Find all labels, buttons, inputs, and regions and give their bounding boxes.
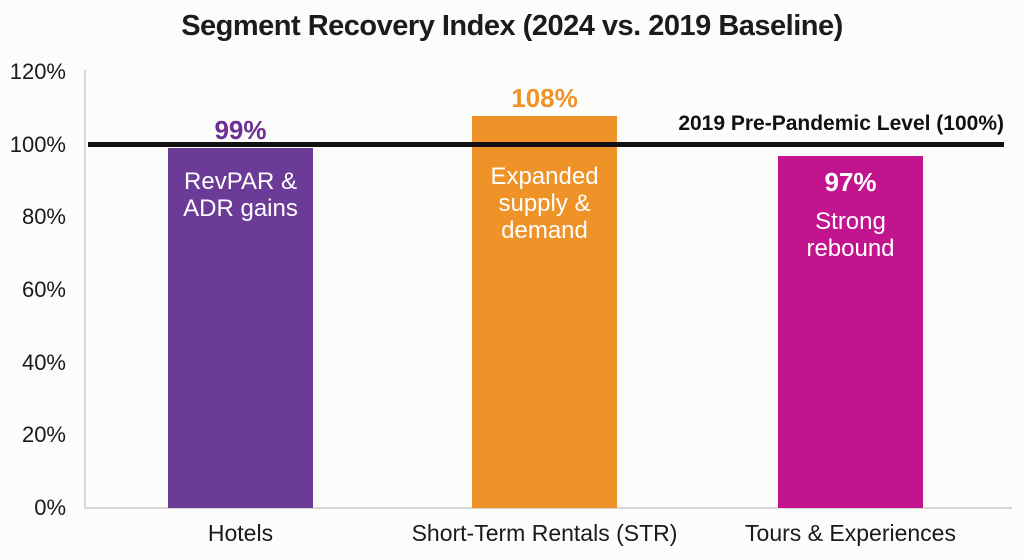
x-category-label: Tours & Experiences <box>745 520 956 546</box>
bar-annotation: RevPAR & ADR gains <box>183 168 298 223</box>
x-axis-line <box>84 507 1012 509</box>
bar-hotels <box>168 148 313 508</box>
y-axis-line <box>84 70 86 508</box>
y-tick-label: 20% <box>21 422 66 448</box>
y-tick-label: 0% <box>34 495 66 520</box>
bar-value-label: 108% <box>511 82 578 113</box>
y-tick-label: 80% <box>21 204 66 230</box>
x-category-label: Hotels <box>207 520 274 546</box>
chart-title: Segment Recovery Index (2024 vs. 2019 Ba… <box>181 10 843 42</box>
bar-annotation: Strong rebound <box>806 207 895 262</box>
y-tick-label: 60% <box>21 277 66 302</box>
bar-short-term-rentals-str- <box>472 115 617 508</box>
bar-value-label: 99% <box>214 115 267 146</box>
bar-annotation: Expanded supply & demand <box>490 162 599 244</box>
x-category-label: Short-Term Rentals (STR) <box>411 520 678 546</box>
y-tick-label: 40% <box>21 349 66 375</box>
reference-line-label: 2019 Pre-Pandemic Level (100%) <box>678 112 1004 135</box>
bar-value-label: 97% <box>824 166 877 197</box>
reference-line <box>88 142 1004 147</box>
y-tick-label: 120% <box>9 59 66 84</box>
y-tick-label: 100% <box>9 131 66 157</box>
bar-tours-experiences <box>778 155 923 508</box>
